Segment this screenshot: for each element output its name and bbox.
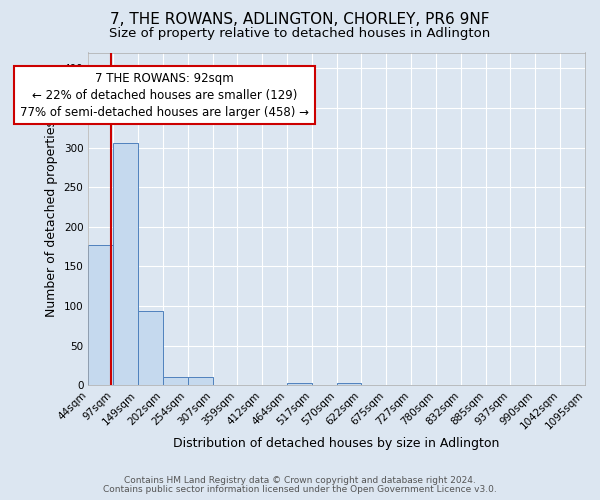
Text: 7 THE ROWANS: 92sqm
← 22% of detached houses are smaller (129)
77% of semi-detac: 7 THE ROWANS: 92sqm ← 22% of detached ho… [20, 72, 309, 118]
Bar [163, 377, 188, 385]
X-axis label: Distribution of detached houses by size in Adlington: Distribution of detached houses by size … [173, 437, 500, 450]
Bar [138, 312, 163, 385]
Bar [287, 383, 312, 385]
Text: Contains public sector information licensed under the Open Government Licence v3: Contains public sector information licen… [103, 485, 497, 494]
Bar [188, 377, 212, 385]
Bar [337, 383, 361, 385]
Text: 7, THE ROWANS, ADLINGTON, CHORLEY, PR6 9NF: 7, THE ROWANS, ADLINGTON, CHORLEY, PR6 9… [110, 12, 490, 28]
Bar [113, 143, 138, 385]
Text: Size of property relative to detached houses in Adlington: Size of property relative to detached ho… [109, 28, 491, 40]
Bar [88, 245, 113, 385]
Y-axis label: Number of detached properties: Number of detached properties [45, 120, 58, 318]
Text: Contains HM Land Registry data © Crown copyright and database right 2024.: Contains HM Land Registry data © Crown c… [124, 476, 476, 485]
